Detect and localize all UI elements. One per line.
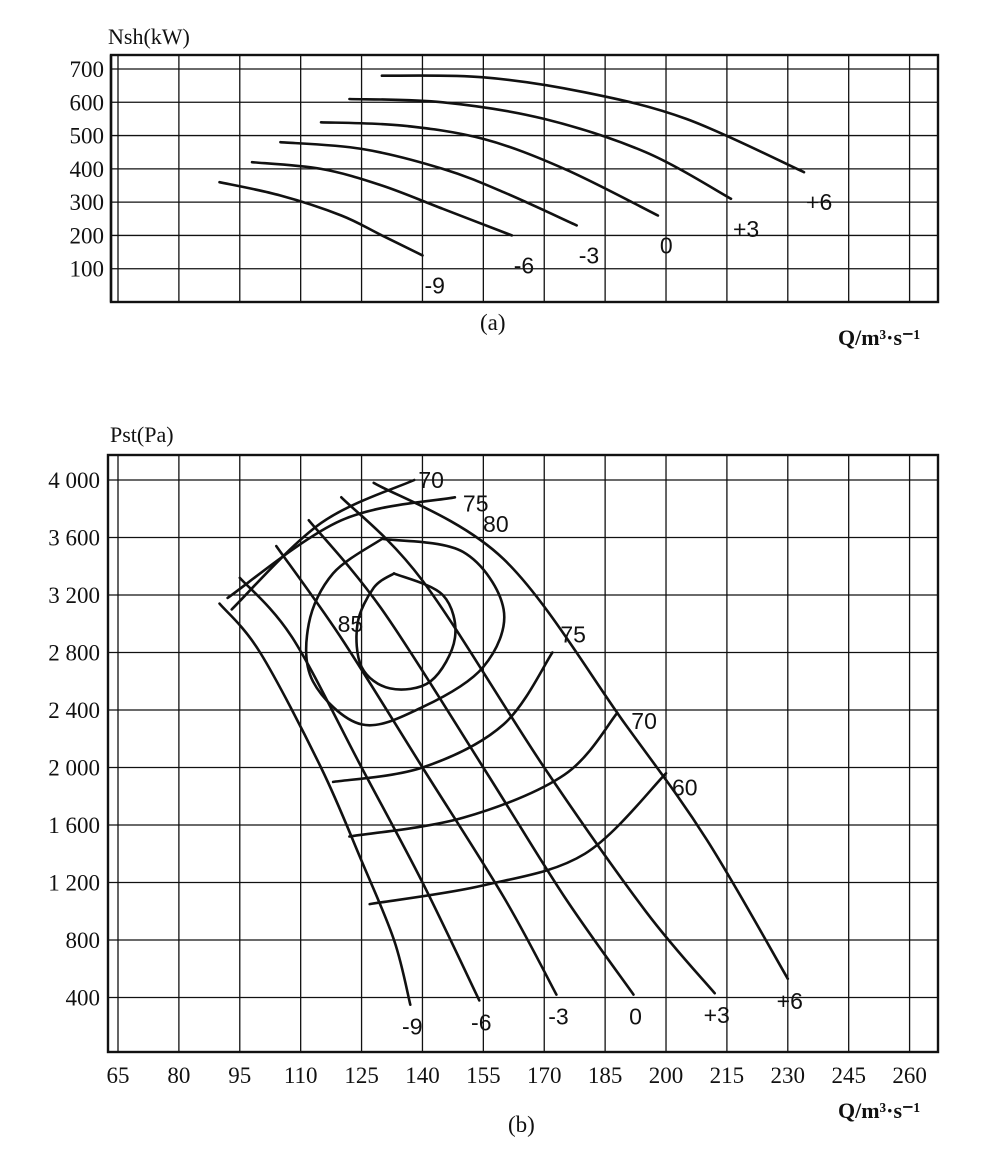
chart-b-y-axis-label: Pst(Pa) <box>110 422 174 447</box>
chart-b-curve-label: -6 <box>471 1009 491 1035</box>
chart-b-x-tick-label: 155 <box>466 1063 501 1088</box>
chart-b-pressure-curve <box>218 602 412 1006</box>
chart-b-efficiency-contour <box>331 651 554 784</box>
chart-a-panel-label: (a) <box>480 310 506 335</box>
chart-b-y-tick-labels: 400 800 1 200 1 600 2 000 2 400 2 800 3 200 3 60… <box>48 468 100 1011</box>
chart-b-x-tick-labels: 65 80 95 110 125 140 155 170 185 200 215 230 245 260 <box>107 1063 927 1088</box>
chart-b-grid <box>106 453 940 1054</box>
chart-a-curve <box>380 74 806 174</box>
chart-b-pressure-curves <box>218 481 790 1006</box>
chart-a-curve <box>348 97 733 201</box>
chart-b-x-tick-label: 245 <box>831 1063 866 1088</box>
chart-b-plot-frame <box>106 453 940 1054</box>
chart-a-y-tick-label: 200 <box>70 223 105 248</box>
chart-a-x-axis-label: Q/m³·s⁻¹ <box>838 325 920 350</box>
chart-a-curves <box>218 74 806 257</box>
chart-b-efficiency-contour <box>304 537 506 727</box>
chart-a-y-tick-label: 700 <box>70 57 105 82</box>
chart-b-y-tick-label: 1 200 <box>48 871 100 896</box>
chart-b-x-tick-label: 230 <box>771 1063 806 1088</box>
chart-b-y-tick-label: 3 200 <box>48 583 100 608</box>
chart-b-y-tick-label: 2 000 <box>48 756 100 781</box>
chart-b-efficiency-contour <box>348 711 619 838</box>
chart-a-curve <box>218 180 424 257</box>
chart-b-x-tick-label: 140 <box>405 1063 440 1088</box>
chart-b-curve-label: +6 <box>777 988 803 1014</box>
chart-b-y-tick-label: 3 600 <box>48 526 100 551</box>
chart-b-curve-label: 0 <box>629 1004 642 1030</box>
chart-a-curve <box>279 140 578 227</box>
chart-b-y-tick-label: 800 <box>66 928 101 953</box>
chart-b-efficiency-label: 70 <box>418 467 444 493</box>
chart-a-curve <box>250 160 514 237</box>
chart-b-x-tick-label: 215 <box>710 1063 745 1088</box>
chart-b-x-tick-label: 125 <box>344 1063 379 1088</box>
chart-b-x-tick-label: 170 <box>527 1063 562 1088</box>
chart-b-efficiency-label: 80 <box>483 511 509 537</box>
chart-b-efficiency-label: 70 <box>631 708 657 734</box>
chart-b-efficiency-label: 75 <box>463 490 489 516</box>
chart-a-plot-frame <box>109 53 940 304</box>
chart-a-y-tick-label: 500 <box>70 124 105 149</box>
chart-b-y-tick-label: 400 <box>66 986 101 1011</box>
chart-b-pressure-curve <box>307 519 635 996</box>
chart-b-y-tick-label: 2 400 <box>48 698 100 723</box>
chart-a-curve-labels: -9 -6 -3 0 +3 +6 <box>424 189 832 298</box>
chart-a-curve-label: 0 <box>660 232 673 258</box>
chart-a-y-axis-label: Nsh(kW) <box>108 24 190 49</box>
chart-b-pressure-curve <box>340 496 716 995</box>
chart-b-panel-label: (b) <box>508 1112 535 1137</box>
chart-b-x-tick-label: 95 <box>228 1063 251 1088</box>
chart-a-shaft-power: 100 200 300 400 500 600 700 -9 -6 -3 0 +3 +6 Nsh(kW… <box>70 24 940 350</box>
chart-b-curve-label: +3 <box>704 1002 730 1028</box>
chart-b-efficiency-contour <box>368 772 668 906</box>
chart-b-x-tick-label: 65 <box>107 1063 130 1088</box>
chart-a-curve <box>319 121 660 217</box>
chart-a-y-tick-label: 100 <box>70 257 105 282</box>
chart-b-x-tick-label: 80 <box>167 1063 190 1088</box>
chart-a-y-tick-labels: 100 200 300 400 500 600 700 <box>70 57 105 282</box>
chart-a-y-tick-label: 300 <box>70 190 105 215</box>
chart-b-x-tick-label: 200 <box>649 1063 684 1088</box>
chart-b-curve-label: -3 <box>548 1004 568 1030</box>
chart-a-curve-label: -3 <box>579 242 599 268</box>
chart-b-pressure-curve <box>372 481 790 981</box>
chart-a-y-tick-label: 600 <box>70 90 105 115</box>
chart-b-efficiency-contours <box>226 478 668 906</box>
chart-b-efficiency-label: 75 <box>560 622 586 648</box>
chart-a-curve-label: -9 <box>424 272 444 298</box>
chart-a-curve-label: +6 <box>806 189 832 215</box>
chart-b-x-tick-label: 110 <box>284 1063 318 1088</box>
chart-b-x-axis-label: Q/m³·s⁻¹ <box>838 1098 920 1123</box>
chart-b-y-tick-label: 1 600 <box>48 813 100 838</box>
chart-b-efficiency-contour <box>355 572 457 691</box>
chart-b-efficiency-label: 60 <box>672 774 698 800</box>
chart-b-pressure-curve <box>238 576 481 1002</box>
chart-b-efficiency-contour <box>226 496 457 600</box>
chart-b-y-tick-label: 2 800 <box>48 641 100 666</box>
chart-a-curve-label: -6 <box>514 252 534 278</box>
chart-b-x-tick-label: 260 <box>892 1063 927 1088</box>
chart-b-x-tick-label: 185 <box>588 1063 623 1088</box>
chart-b-efficiency-label: 85 <box>338 611 364 637</box>
chart-a-y-tick-label: 400 <box>70 157 105 182</box>
chart-b-curve-label: -9 <box>402 1014 422 1040</box>
chart-a-curve-label: +3 <box>733 216 759 242</box>
chart-b-efficiency-contour <box>230 478 416 611</box>
chart-b-y-tick-label: 4 000 <box>48 468 100 493</box>
